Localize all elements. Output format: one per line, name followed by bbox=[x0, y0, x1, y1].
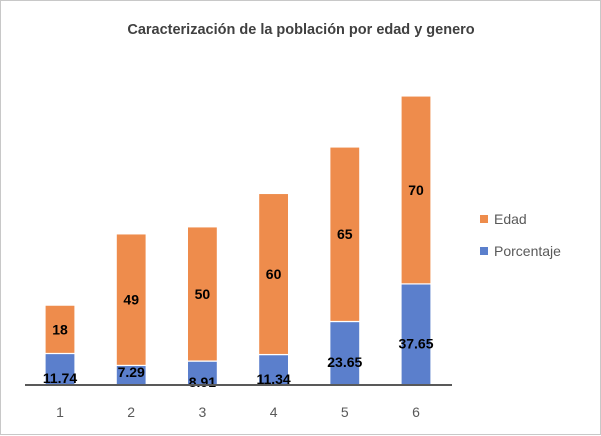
x-tick-label: 4 bbox=[270, 404, 278, 420]
bar-edad-3 bbox=[186, 226, 218, 362]
bar-porcentaje-5 bbox=[329, 320, 361, 386]
data-label-porcentaje-1: 11.74 bbox=[43, 370, 77, 386]
x-tick-label: 5 bbox=[341, 404, 349, 420]
x-tick-label: 3 bbox=[199, 404, 207, 420]
bar-porcentaje-4 bbox=[258, 353, 290, 386]
data-label-edad-4: 60 bbox=[266, 266, 282, 282]
x-tick-label: 2 bbox=[127, 404, 135, 420]
chart-title: Caracterización de la población por edad… bbox=[127, 22, 474, 38]
legend-swatch-edad bbox=[480, 215, 488, 223]
data-label-edad-6: 70 bbox=[408, 182, 424, 198]
data-label-porcentaje-2: 7.29 bbox=[118, 364, 145, 380]
legend-label-edad: Edad bbox=[494, 211, 527, 227]
data-label-porcentaje-3: 8.91 bbox=[189, 374, 216, 390]
data-label-edad-2: 49 bbox=[123, 292, 139, 308]
x-tick-label: 1 bbox=[56, 404, 64, 420]
data-label-porcentaje-6: 37.65 bbox=[398, 335, 433, 351]
bar-porcentaje-6 bbox=[400, 283, 432, 386]
bar-edad-2 bbox=[115, 233, 147, 367]
data-label-edad-1: 18 bbox=[52, 321, 68, 337]
bar-edad-6 bbox=[400, 95, 432, 285]
bar-edad-5 bbox=[329, 146, 361, 323]
bar-edad-4 bbox=[258, 192, 290, 356]
data-label-porcentaje-4: 11.34 bbox=[256, 371, 290, 387]
data-label-edad-5: 65 bbox=[337, 226, 353, 242]
x-tick-label: 6 bbox=[412, 404, 420, 420]
data-label-edad-3: 50 bbox=[195, 286, 211, 302]
legend-swatch-porcentaje bbox=[480, 247, 488, 255]
bar-edad-1 bbox=[44, 304, 76, 355]
legend-label-porcentaje: Porcentaje bbox=[494, 243, 561, 259]
data-label-porcentaje-5: 23.65 bbox=[327, 354, 362, 370]
